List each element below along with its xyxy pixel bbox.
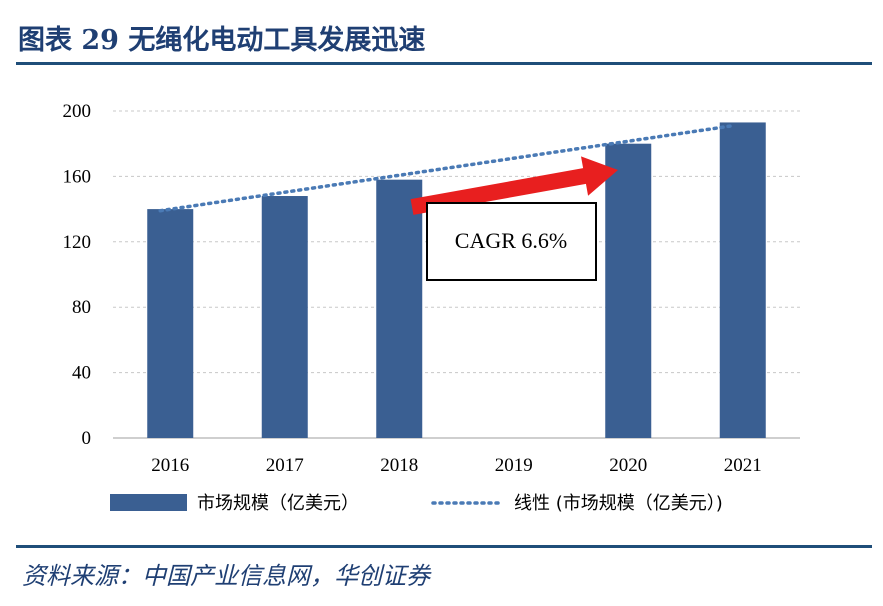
trend-line (158, 123, 735, 213)
x-tick-label: 2017 (266, 455, 304, 476)
source-rule (16, 545, 872, 548)
legend-bar-label: 市场规模（亿美元） (197, 493, 359, 514)
cagr-arrow (410, 156, 618, 215)
cagr-box-frame (426, 202, 597, 281)
bar (147, 209, 194, 438)
legend-trend-label: 线性 (市场规模（亿美元）) (514, 493, 723, 514)
y-tick-label: 0 (82, 428, 92, 449)
y-tick-label: 40 (72, 363, 91, 384)
bar (261, 196, 308, 438)
gridlines (113, 110, 800, 439)
y-tick-label: 80 (72, 297, 91, 318)
bar (605, 143, 652, 438)
y-tick-label: 160 (63, 166, 92, 187)
cagr-box: CAGR 6.6% (426, 202, 597, 281)
x-tick-label: 2016 (151, 455, 189, 476)
bar (376, 179, 423, 439)
x-tick-label: 2019 (495, 455, 533, 476)
y-tick-label: 120 (63, 232, 92, 253)
y-axis-ticks: 0 40 80 120 160 200 (63, 101, 92, 449)
figure-title: 图表 29 无绳化电动工具发展迅速 (18, 25, 426, 56)
legend: 市场规模（亿美元） 线性 (市场规模（亿美元）) (110, 493, 723, 514)
x-tick-label: 2021 (724, 455, 762, 476)
x-tick-label: 2020 (609, 455, 647, 476)
x-tick-label: 2018 (380, 455, 418, 476)
legend-bar-swatch (110, 494, 187, 511)
y-tick-label: 200 (63, 101, 92, 122)
bars (147, 122, 766, 439)
x-axis-ticks: 2016 2017 2018 2019 2020 2021 (151, 455, 762, 476)
source-note: 资料来源：中国产业信息网，华创证券 (22, 562, 430, 590)
bar (719, 122, 766, 438)
title-rule (16, 62, 872, 65)
cagr-arrow-shape (410, 156, 618, 215)
cagr-label: CAGR 6.6% (455, 228, 567, 253)
